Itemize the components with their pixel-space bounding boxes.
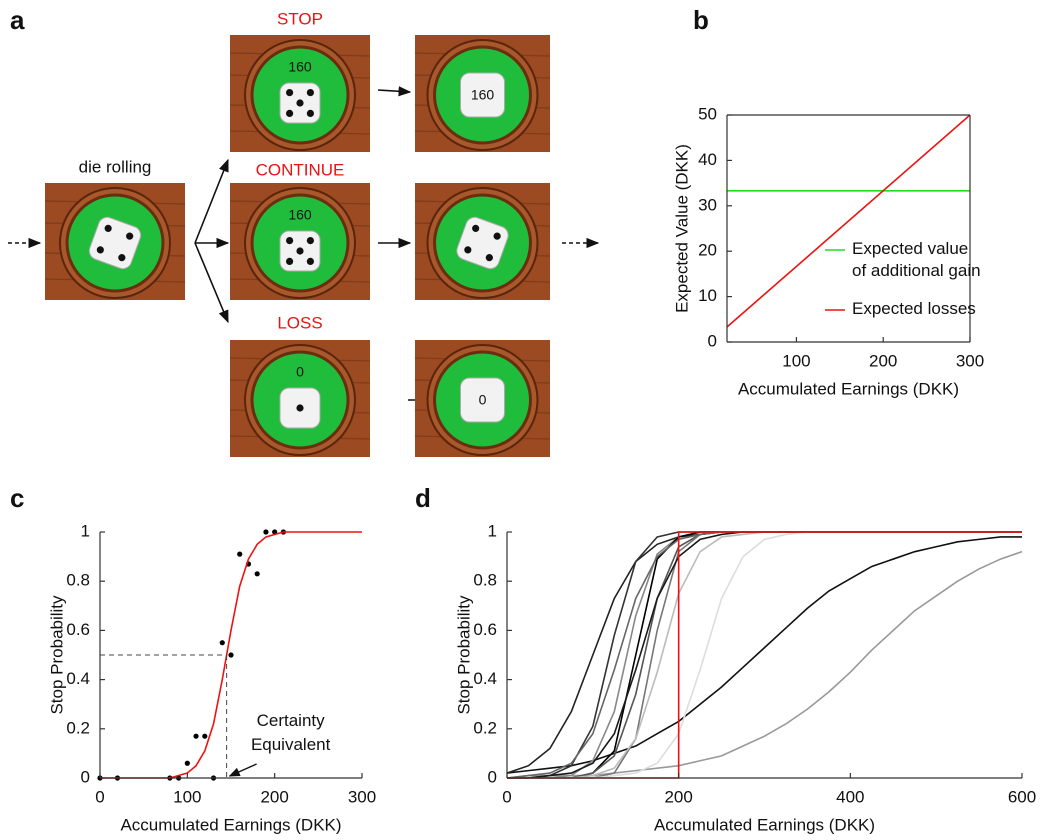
y-tick-label: 1	[488, 521, 497, 540]
x-tick-label: 0	[95, 787, 104, 806]
y-tick-label: 0	[488, 767, 497, 786]
game-screen: 160	[230, 35, 370, 152]
y-tick-label: 0	[708, 331, 717, 350]
die-score: 160	[471, 87, 495, 103]
figure: a die rolling STOP CONTINUE LOSS 160 160 1…	[0, 0, 1042, 840]
die-pip	[296, 99, 303, 106]
x-tick-label: 100	[782, 351, 810, 370]
branch-label: STOP	[277, 9, 323, 28]
x-axis-label: Accumulated Earnings (DKK)	[738, 379, 959, 398]
y-tick-label: 0.2	[473, 718, 497, 737]
data-point	[220, 640, 225, 645]
page: a die rolling STOP CONTINUE LOSS 160 160 1…	[0, 0, 1042, 840]
die-pip	[286, 258, 293, 265]
x-axis-label: Accumulated Earnings (DKK)	[120, 815, 341, 834]
y-tick-label: 30	[698, 195, 717, 214]
die-score: 0	[479, 392, 487, 408]
die	[280, 388, 320, 428]
y-tick-label: 0.2	[66, 718, 90, 737]
x-tick-label: 300	[956, 351, 984, 370]
x-tick-label: 0	[502, 787, 511, 806]
screen-score: 0	[296, 364, 304, 380]
data-point	[237, 552, 242, 557]
die-pip	[286, 110, 293, 117]
x-axis-label: Accumulated Earnings (DKK)	[654, 815, 875, 834]
die-pip	[296, 247, 303, 254]
branch-label: CONTINUE	[256, 160, 345, 179]
game-screen: 160	[230, 183, 370, 300]
panel-letter: c	[10, 483, 24, 513]
die-pip	[307, 237, 314, 244]
data-point	[193, 734, 198, 739]
y-tick-label: 0.6	[473, 620, 497, 639]
panel-letter: b	[693, 5, 709, 35]
y-tick-label: 0.8	[66, 571, 90, 590]
die-pip	[307, 89, 314, 96]
panel-letter: a	[10, 5, 25, 35]
x-tick-label: 200	[664, 787, 692, 806]
die	[280, 83, 320, 123]
y-tick-label: 0.4	[473, 669, 497, 688]
x-tick-label: 100	[173, 787, 201, 806]
x-tick-label: 600	[1008, 787, 1036, 806]
die-pip	[286, 237, 293, 244]
data-point	[202, 734, 207, 739]
game-screen: 0	[415, 340, 550, 457]
x-tick-label: 200	[869, 351, 897, 370]
x-tick-label: 200	[260, 787, 288, 806]
game-screen: 0	[230, 340, 370, 457]
y-tick-label: 1	[81, 521, 90, 540]
screen-score: 160	[288, 59, 312, 75]
y-tick-label: 0	[81, 767, 90, 786]
x-tick-label: 300	[348, 787, 376, 806]
y-axis-label: Stop Probability	[47, 595, 66, 715]
game-screen	[415, 183, 550, 300]
panel-letter: d	[415, 483, 431, 513]
y-tick-label: 0.6	[66, 620, 90, 639]
y-tick-label: 10	[698, 286, 717, 305]
die-pip	[286, 89, 293, 96]
data-point	[255, 571, 260, 576]
die-pip	[296, 404, 303, 411]
die	[280, 231, 320, 271]
y-axis-label: Stop Probability	[454, 595, 473, 715]
x-tick-label: 400	[836, 787, 864, 806]
game-screen	[45, 183, 185, 300]
y-tick-label: 0.8	[473, 571, 497, 590]
y-axis-label: Expected Value (DKK)	[672, 144, 691, 313]
data-point	[185, 761, 190, 766]
diagram-label: die rolling	[79, 157, 152, 176]
y-tick-label: 40	[698, 150, 717, 169]
die-pip	[307, 110, 314, 117]
y-tick-label: 0.4	[66, 669, 90, 688]
screen-score: 160	[288, 207, 312, 223]
game-screen: 160	[415, 35, 550, 152]
data-point	[263, 529, 268, 534]
data-point	[228, 652, 233, 657]
die-pip	[307, 258, 314, 265]
y-tick-label: 20	[698, 241, 717, 260]
branch-label: LOSS	[277, 313, 322, 332]
y-tick-label: 50	[698, 104, 717, 123]
legend-label: Expected losses	[852, 299, 976, 318]
